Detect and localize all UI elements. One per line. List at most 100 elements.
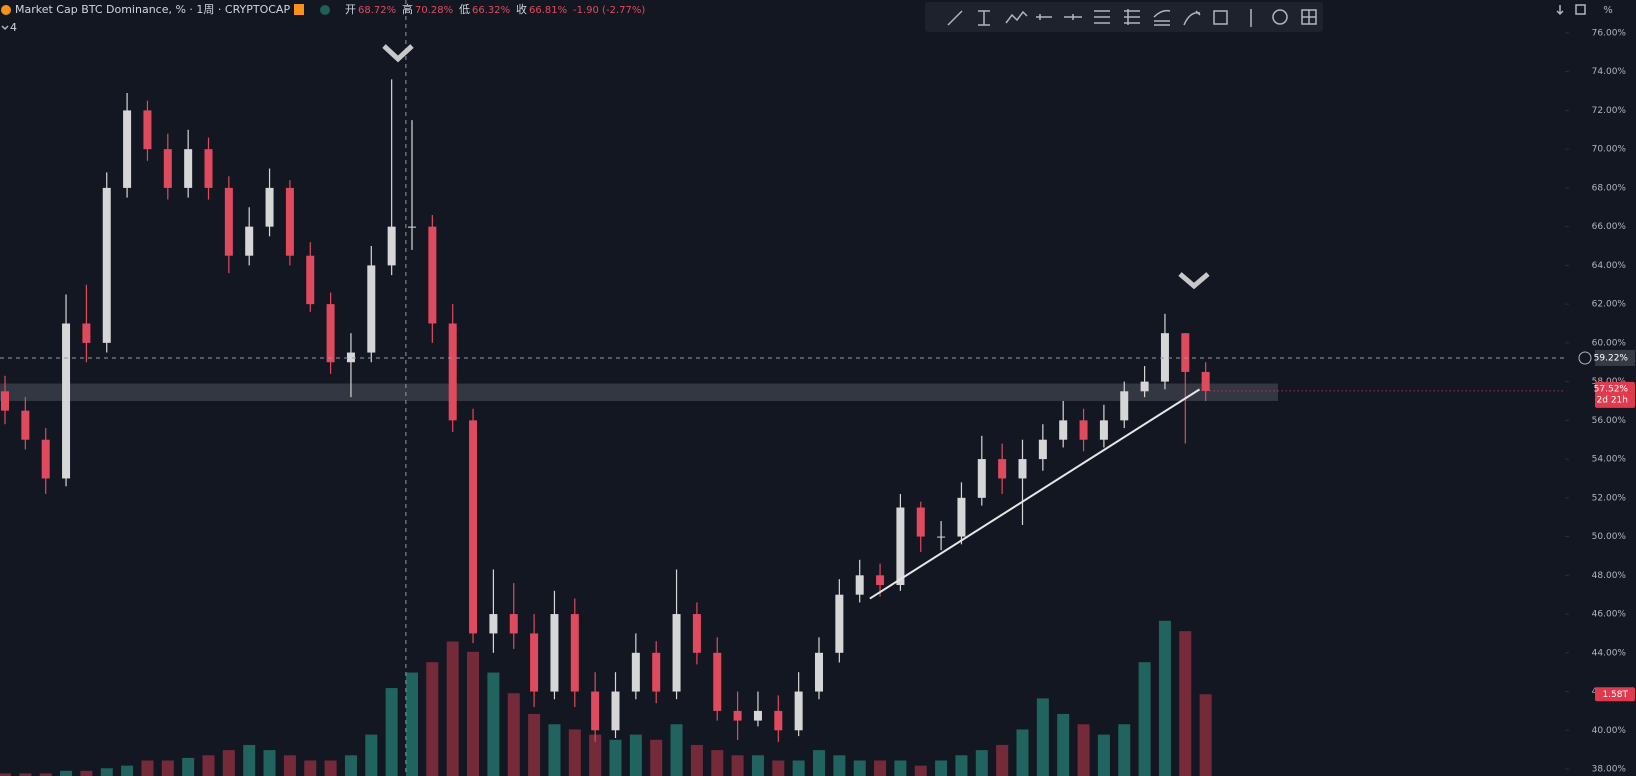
tool-fib[interactable] [1124,9,1140,25]
volume-bar [711,750,724,776]
y-tick-label: 74.00% [1592,67,1627,77]
tool-hline[interactable] [1036,14,1052,20]
ohlc-value: 66.32% [472,5,510,16]
candle-body [692,614,701,653]
symbol-title: Market Cap BTC Dominance, % · 1周 · CRYPT… [15,3,290,16]
candle-body [62,323,71,479]
candle-body [224,187,233,256]
symbol-icon [1,5,11,15]
volume-bar [304,760,317,776]
tool-polyline[interactable] [1005,10,1028,24]
volume-bar [487,672,500,776]
tool-grid-lines [1302,10,1316,24]
tool-rect[interactable] [1213,10,1228,25]
volume-bar [182,757,195,776]
candle-body [367,265,376,353]
candle-body [591,691,600,731]
volume-bar [365,734,378,776]
tool-gann[interactable] [1153,9,1171,26]
candle-body [835,594,844,653]
volume-bar [670,724,683,776]
candle-body [998,459,1007,479]
volume-bar [467,651,480,776]
unit-toggle[interactable]: % [1603,5,1613,16]
volume-bar [528,713,541,776]
volume-bar [1118,724,1131,776]
candle-body [1059,420,1068,440]
candle-body [937,536,946,538]
collapse-icon[interactable] [1,25,9,31]
tool-hray[interactable] [1064,14,1082,20]
candle-body [143,110,152,150]
download-icon[interactable] [1556,5,1564,16]
volume-bar [833,755,846,776]
candle-body [550,614,559,692]
volume-bar [792,760,805,776]
y-tick-label: 38.00% [1592,765,1627,775]
candle-body [489,614,498,634]
candle-body [611,691,620,731]
ohlc-name: 高 [402,2,413,16]
candle-body [184,149,193,188]
volume-bar [263,750,276,776]
candle-body [1160,333,1169,382]
candle-body [876,575,885,586]
volume-bar [1138,662,1151,776]
marker-chevron [382,44,414,63]
flag-icon[interactable] [294,4,304,15]
status-icon [320,5,330,15]
candle-body [448,323,457,421]
candle-body [1120,391,1129,421]
ohlc-name: 低 [459,3,470,16]
ohlc-name: 开 [345,3,356,16]
volume-bar [1179,631,1192,776]
volume-bar [243,744,256,776]
candle-body [469,420,478,634]
candle-body [1099,420,1108,440]
candle-body [1201,371,1210,391]
volume-bar [629,734,642,776]
volume-bar [80,770,93,776]
volume-bar [650,739,663,776]
volume-bar [161,760,174,776]
last-price-label: 57.52% [1594,384,1629,394]
crosshair-label: 59.22% [1594,353,1629,363]
refresh-icon[interactable] [1575,4,1586,15]
volume-bar [121,765,134,776]
volume-bar [39,773,52,776]
candle-body [245,226,254,256]
volume-bar [1199,694,1212,776]
candle-body [102,187,111,343]
volume-bar [996,744,1009,776]
volume-label-bg [1595,687,1635,702]
y-tick-label: 44.00% [1592,648,1627,658]
volume-bar [548,724,561,776]
volume-bar [568,729,581,776]
y-tick-label: 62.00% [1592,300,1627,310]
tool-circle[interactable] [1272,9,1288,25]
ohlc-legend: 开 68.72% 高 70.28% 低 66.32% 收 66.81% -1.90 (-2.77… [345,2,645,16]
tool-pitchfork[interactable] [1094,10,1110,24]
volume-bar [283,755,296,776]
volume-bar [202,755,215,776]
countdown-label: 2d 21h [1597,395,1628,405]
volume-bar [0,773,11,776]
y-tick-label: 64.00% [1592,261,1627,271]
tool-info-line[interactable] [978,10,990,26]
volume-bar [609,739,622,776]
volume-bar [690,744,703,776]
candle-body [896,507,905,586]
crosshair-plus [1578,351,1592,365]
candle-body [1018,459,1027,479]
ohlc-change: -1.90 (-2.77%) [573,5,645,16]
tool-brush[interactable] [1183,10,1201,26]
ohlc-value: 66.81% [529,5,567,16]
volume-bar [100,768,113,776]
candle-body [285,187,294,256]
volume-bar [1097,734,1110,776]
volume-bar [1077,724,1090,776]
volume-bar [507,693,520,776]
indicators-count[interactable]: 4 [10,21,17,34]
tool-trendline[interactable] [947,10,963,26]
y-tick-label: 48.00% [1592,571,1627,581]
